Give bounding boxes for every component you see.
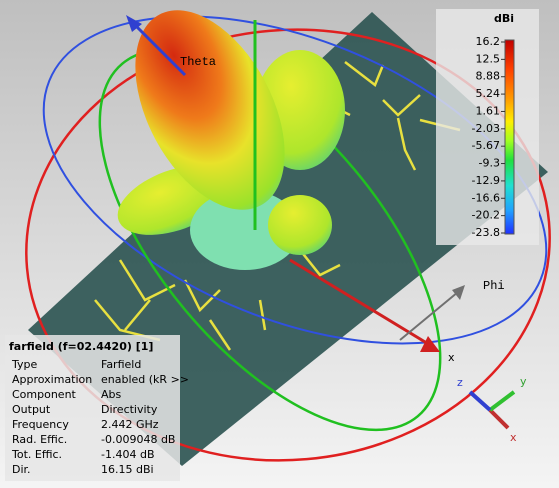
legend-panel bbox=[436, 9, 539, 245]
z-arrow bbox=[130, 20, 187, 77]
plane-circle bbox=[98, 48, 442, 432]
legend-tick: -2.03 bbox=[472, 122, 500, 135]
phi-circle bbox=[42, 15, 548, 345]
info-label: Tot. Effic. bbox=[11, 448, 62, 461]
legend-tick: -16.6 bbox=[472, 191, 500, 204]
info-value: Farfield bbox=[101, 358, 141, 371]
x-arrow bbox=[289, 258, 431, 347]
legend-tick: -20.2 bbox=[472, 209, 500, 222]
info-label: Dir. bbox=[12, 463, 31, 476]
triad-x: x bbox=[510, 431, 517, 444]
info-label: Approximation bbox=[12, 373, 92, 386]
legend-tick: 1.61 bbox=[476, 104, 501, 117]
phi-arrow bbox=[399, 291, 459, 341]
info-value: -1.404 dB bbox=[101, 448, 155, 461]
color-bar bbox=[504, 39, 515, 235]
triad-y: y bbox=[520, 375, 527, 388]
theta-label: Theta bbox=[180, 55, 216, 69]
x-label: x bbox=[448, 351, 455, 364]
triad-z: z bbox=[457, 376, 463, 389]
legend-tick: 8.88 bbox=[476, 70, 501, 83]
radiation-pattern bbox=[117, 10, 345, 270]
info-value: 2.442 GHz bbox=[101, 418, 159, 431]
axes-triad: x y z bbox=[457, 375, 527, 444]
info-label: Output bbox=[12, 403, 51, 416]
legend-tick: -9.3 bbox=[479, 157, 500, 170]
legend-tick: 12.5 bbox=[476, 52, 501, 65]
info-value: Directivity bbox=[101, 403, 158, 416]
info-value: 16.15 dBi bbox=[101, 463, 154, 476]
info-value: Abs bbox=[101, 388, 122, 401]
legend-tick: 16.2 bbox=[476, 35, 501, 48]
x-arrowhead bbox=[420, 336, 440, 352]
phi-label: Phi bbox=[483, 279, 505, 293]
phi-arrowhead bbox=[452, 285, 465, 300]
info-label: Component bbox=[12, 388, 77, 401]
info-panel: farfield (f=02.4420) [1] Type Farfield App… bbox=[5, 335, 189, 481]
legend-tick: -12.9 bbox=[472, 174, 500, 187]
color-legend: dBi 16.2 12.5 8.88 5.24 1.61 -2.03 -5.67 -9.3 -1… bbox=[436, 9, 539, 245]
theta-circle bbox=[25, 28, 551, 462]
legend-tick: 5.24 bbox=[476, 87, 501, 100]
info-title: farfield (f=02.4420) [1] bbox=[9, 340, 153, 353]
info-value: enabled (kR >> bbox=[101, 373, 189, 386]
legend-tick: -5.67 bbox=[472, 139, 500, 152]
info-label: Frequency bbox=[12, 418, 69, 431]
info-label: Rad. Effic. bbox=[12, 433, 67, 446]
legend-tick: -23.8 bbox=[472, 226, 500, 239]
legend-unit: dBi bbox=[494, 12, 514, 25]
info-label: Type bbox=[11, 358, 37, 371]
z-arrowhead bbox=[126, 15, 142, 32]
info-value: -0.009048 dB bbox=[101, 433, 175, 446]
